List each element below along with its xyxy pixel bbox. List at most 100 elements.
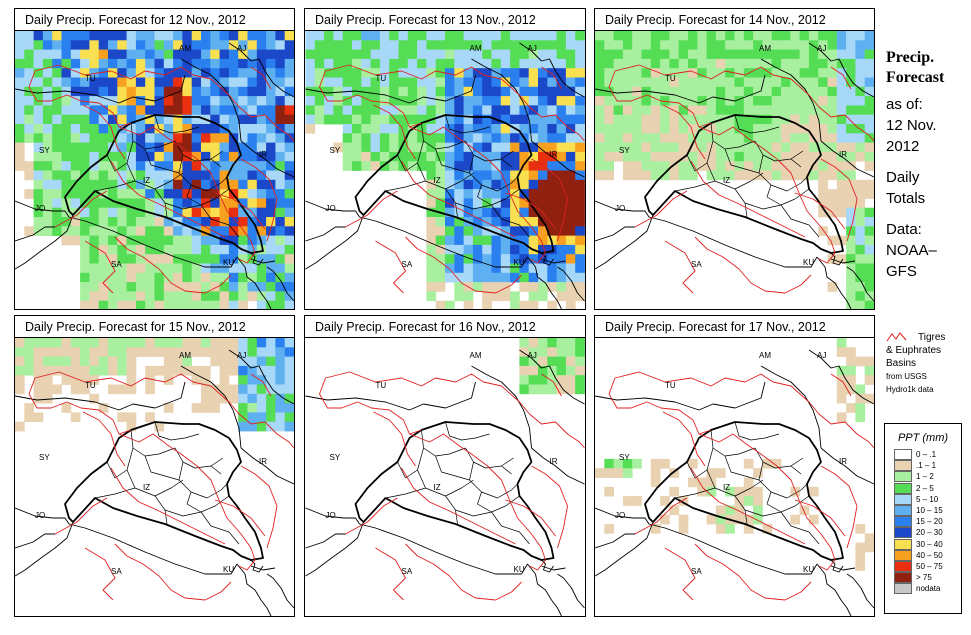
- precip-cell: [565, 384, 576, 395]
- precip-cell: [135, 151, 146, 162]
- tigris-euphrates-basin-line: [84, 547, 116, 601]
- country-label-ir: IR: [839, 457, 847, 466]
- precip-cell: [743, 496, 754, 506]
- precip-cell: [89, 189, 100, 199]
- legend-label: 0 – .1: [916, 450, 937, 459]
- province-boundary: [491, 204, 530, 238]
- precip-cell: [98, 161, 109, 171]
- country-border: [820, 447, 874, 485]
- precip-cell: [500, 254, 511, 264]
- precip-cell: [305, 86, 316, 97]
- precip-cell: [669, 124, 680, 134]
- precip-cell: [482, 96, 492, 106]
- precip-cell: [89, 179, 100, 190]
- precip-cell: [266, 31, 276, 41]
- precip-cell: [284, 189, 294, 199]
- precip-cell: [247, 356, 258, 367]
- precip-cell: [117, 244, 127, 255]
- precip-cell: [42, 124, 53, 134]
- precip-cell: [70, 40, 81, 50]
- precip-cell: [238, 291, 248, 302]
- precip-cell: [650, 524, 661, 534]
- precip-cell: [827, 124, 838, 134]
- precip-cell: [201, 291, 211, 302]
- province-boundary: [397, 461, 418, 479]
- precip-cell: [426, 217, 437, 227]
- precip-cell: [182, 365, 193, 376]
- precip-cell: [135, 105, 146, 116]
- precip-cell: [734, 77, 745, 88]
- precip-cell: [352, 68, 362, 78]
- precip-cell: [219, 96, 230, 106]
- precip-cell: [275, 105, 286, 116]
- precip-cell: [145, 300, 155, 309]
- province-boundary: [210, 158, 222, 168]
- precip-cell: [247, 244, 258, 255]
- precip-cell: [669, 96, 680, 106]
- precip-cell: [781, 77, 791, 88]
- precip-cell: [145, 272, 155, 283]
- precip-cell: [836, 207, 847, 218]
- precip-cell: [454, 124, 464, 134]
- precip-cell: [201, 58, 211, 69]
- precip-cell: [361, 58, 371, 69]
- country-border: [541, 258, 566, 264]
- precip-cell: [595, 124, 605, 134]
- precip-cell: [435, 254, 446, 264]
- precip-cell: [126, 105, 137, 116]
- province-boundary: [469, 154, 518, 192]
- precip-cell: [256, 217, 267, 227]
- precip-cell: [256, 403, 267, 413]
- precip-cell: [678, 77, 689, 88]
- precip-cell: [89, 170, 100, 181]
- precip-cell: [463, 96, 474, 106]
- precip-cell: [556, 189, 567, 199]
- precip-cell: [715, 96, 726, 106]
- precip-cell: [117, 58, 127, 69]
- precip-cell: [688, 31, 698, 41]
- precip-cell: [98, 114, 109, 125]
- precip-cell: [266, 114, 276, 125]
- precip-cell: [556, 384, 567, 395]
- precip-cell: [547, 272, 557, 283]
- precip-cell: [565, 365, 576, 376]
- precip-cell: [191, 161, 202, 171]
- precip-cell: [510, 58, 520, 69]
- precip-cell: [182, 291, 193, 302]
- precip-cell: [42, 365, 53, 376]
- precip-cell: [266, 244, 276, 255]
- precip-cell: [538, 31, 548, 41]
- precip-cell: [284, 68, 294, 78]
- precip-cell: [491, 142, 502, 153]
- precip-cell: [24, 96, 34, 106]
- precip-cell: [210, 263, 220, 274]
- precip-cell: [454, 133, 464, 143]
- precip-cell: [389, 77, 399, 88]
- precip-cell: [361, 86, 371, 97]
- precip-cell: [855, 300, 866, 309]
- precip-cell: [182, 272, 193, 283]
- precip-cell: [519, 198, 530, 209]
- precip-cell: [80, 49, 90, 60]
- precip-cell: [284, 40, 294, 50]
- province-boundary: [766, 184, 782, 206]
- precip-cell: [595, 468, 605, 478]
- precip-cell: [482, 114, 492, 125]
- precip-cell: [61, 161, 72, 171]
- precip-cell: [771, 86, 782, 97]
- precip-cell: [108, 179, 118, 190]
- precip-cell: [238, 170, 248, 181]
- precip-cell: [89, 291, 100, 302]
- precip-cell: [556, 347, 567, 357]
- precip-cell: [80, 347, 90, 357]
- precip-cell: [482, 282, 492, 292]
- precip-cell: [575, 77, 585, 88]
- precip-cell: [266, 124, 276, 134]
- precip-cell: [426, 282, 437, 292]
- precip-cell: [771, 151, 782, 162]
- precip-cell: [398, 68, 409, 78]
- precip-cell: [669, 114, 680, 125]
- precip-cell: [753, 114, 763, 125]
- province-boundary: [397, 154, 418, 172]
- precip-cell: [846, 375, 856, 385]
